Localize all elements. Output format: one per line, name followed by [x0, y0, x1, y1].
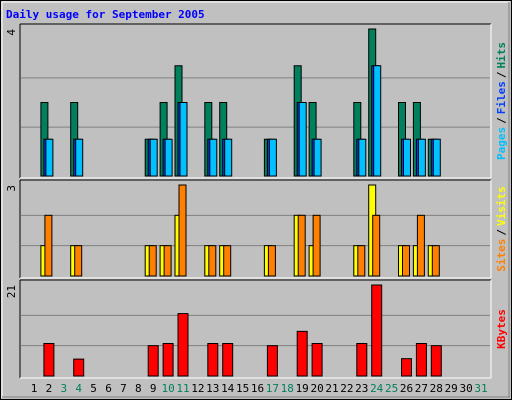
bar	[297, 214, 306, 277]
legend-separator: /	[495, 117, 508, 124]
panel	[20, 24, 491, 178]
x-tick-label: 8	[135, 382, 142, 395]
bar	[298, 102, 307, 177]
bar	[148, 245, 157, 277]
y-tick-label: 3	[5, 185, 18, 192]
x-tick-label: 25	[385, 382, 398, 395]
legend-separator: /	[495, 229, 508, 236]
x-tick-label: 15	[236, 382, 249, 395]
bar	[178, 184, 187, 277]
y-tick-label: 21	[5, 285, 18, 298]
bar	[209, 138, 218, 177]
legend: Sites / Visits	[495, 186, 508, 272]
bar	[431, 245, 440, 277]
bar	[430, 345, 442, 377]
bar	[162, 343, 174, 377]
bar	[223, 245, 232, 277]
x-tick-label: 28	[430, 382, 443, 395]
bar	[358, 138, 367, 177]
bar	[417, 138, 426, 177]
x-tick-label: 30	[459, 382, 472, 395]
bar	[401, 358, 412, 377]
x-tick-label: 29	[445, 382, 458, 395]
bar	[296, 330, 308, 377]
legend-entry: Files	[495, 81, 508, 114]
panel	[20, 180, 491, 278]
bar	[222, 343, 234, 377]
x-tick-label: 23	[355, 382, 368, 395]
x-tick-label: 18	[281, 382, 294, 395]
x-tick-label: 27	[415, 382, 428, 395]
bar	[75, 138, 84, 177]
x-tick-label: 7	[120, 382, 127, 395]
legend: Pages / Files / Hits	[495, 42, 508, 160]
bar	[43, 343, 55, 377]
bar	[311, 343, 323, 377]
x-tick-label: 21	[325, 382, 338, 395]
legend-entry: Sites	[495, 239, 508, 272]
legend-separator: /	[495, 71, 508, 78]
legend-entry: KBytes	[495, 309, 508, 349]
x-tick-label: 14	[221, 382, 235, 395]
bar	[357, 245, 366, 277]
x-tick-label: 26	[400, 382, 413, 395]
bar	[45, 138, 54, 177]
bar	[74, 245, 83, 277]
bar	[207, 343, 219, 377]
legend-entry: Hits	[495, 42, 508, 69]
x-tick-label: 13	[206, 382, 219, 395]
x-tick-label: 11	[176, 382, 189, 395]
bar	[164, 138, 173, 177]
bar	[44, 214, 53, 277]
x-tick-label: 6	[105, 382, 112, 395]
x-tick-label: 2	[46, 382, 53, 395]
bar	[266, 345, 278, 377]
bar	[163, 245, 172, 277]
x-tick-label: 12	[191, 382, 204, 395]
x-tick-label: 3	[60, 382, 67, 395]
chart-title: Daily usage for September 2005	[6, 8, 205, 21]
x-tick-label: 24	[370, 382, 384, 395]
bar	[402, 245, 410, 277]
bar	[372, 214, 381, 277]
panel	[20, 280, 491, 378]
bar	[73, 358, 85, 377]
bar	[268, 138, 277, 177]
bar	[416, 214, 425, 277]
legend-entry: Pages	[495, 127, 508, 160]
bar	[373, 65, 382, 177]
bar	[177, 313, 189, 377]
x-tick-label: 1	[31, 382, 38, 395]
bar	[415, 343, 427, 377]
x-tick-label: 10	[161, 382, 174, 395]
x-tick-label: 17	[266, 382, 279, 395]
bar	[313, 138, 322, 177]
x-tick-label: 22	[340, 382, 353, 395]
bar	[179, 102, 188, 177]
x-tick-label: 9	[150, 382, 157, 395]
bar	[267, 245, 276, 277]
bar	[432, 138, 441, 177]
bar	[403, 138, 411, 177]
legend-entry: Visits	[495, 186, 508, 226]
x-tick-label: 19	[296, 382, 309, 395]
x-tick-label: 31	[474, 382, 487, 395]
bar	[149, 138, 158, 177]
bar	[371, 284, 383, 377]
x-tick-label: 5	[90, 382, 97, 395]
bar	[147, 345, 159, 377]
x-tick-label: 16	[251, 382, 264, 395]
bar	[208, 245, 217, 277]
bar	[224, 138, 233, 177]
y-tick-label: 4	[5, 29, 18, 36]
x-tick-label: 20	[310, 382, 323, 395]
bar	[356, 343, 368, 377]
legend: KBytes	[495, 309, 508, 349]
bar	[312, 214, 321, 277]
x-tick-label: 4	[75, 382, 82, 395]
